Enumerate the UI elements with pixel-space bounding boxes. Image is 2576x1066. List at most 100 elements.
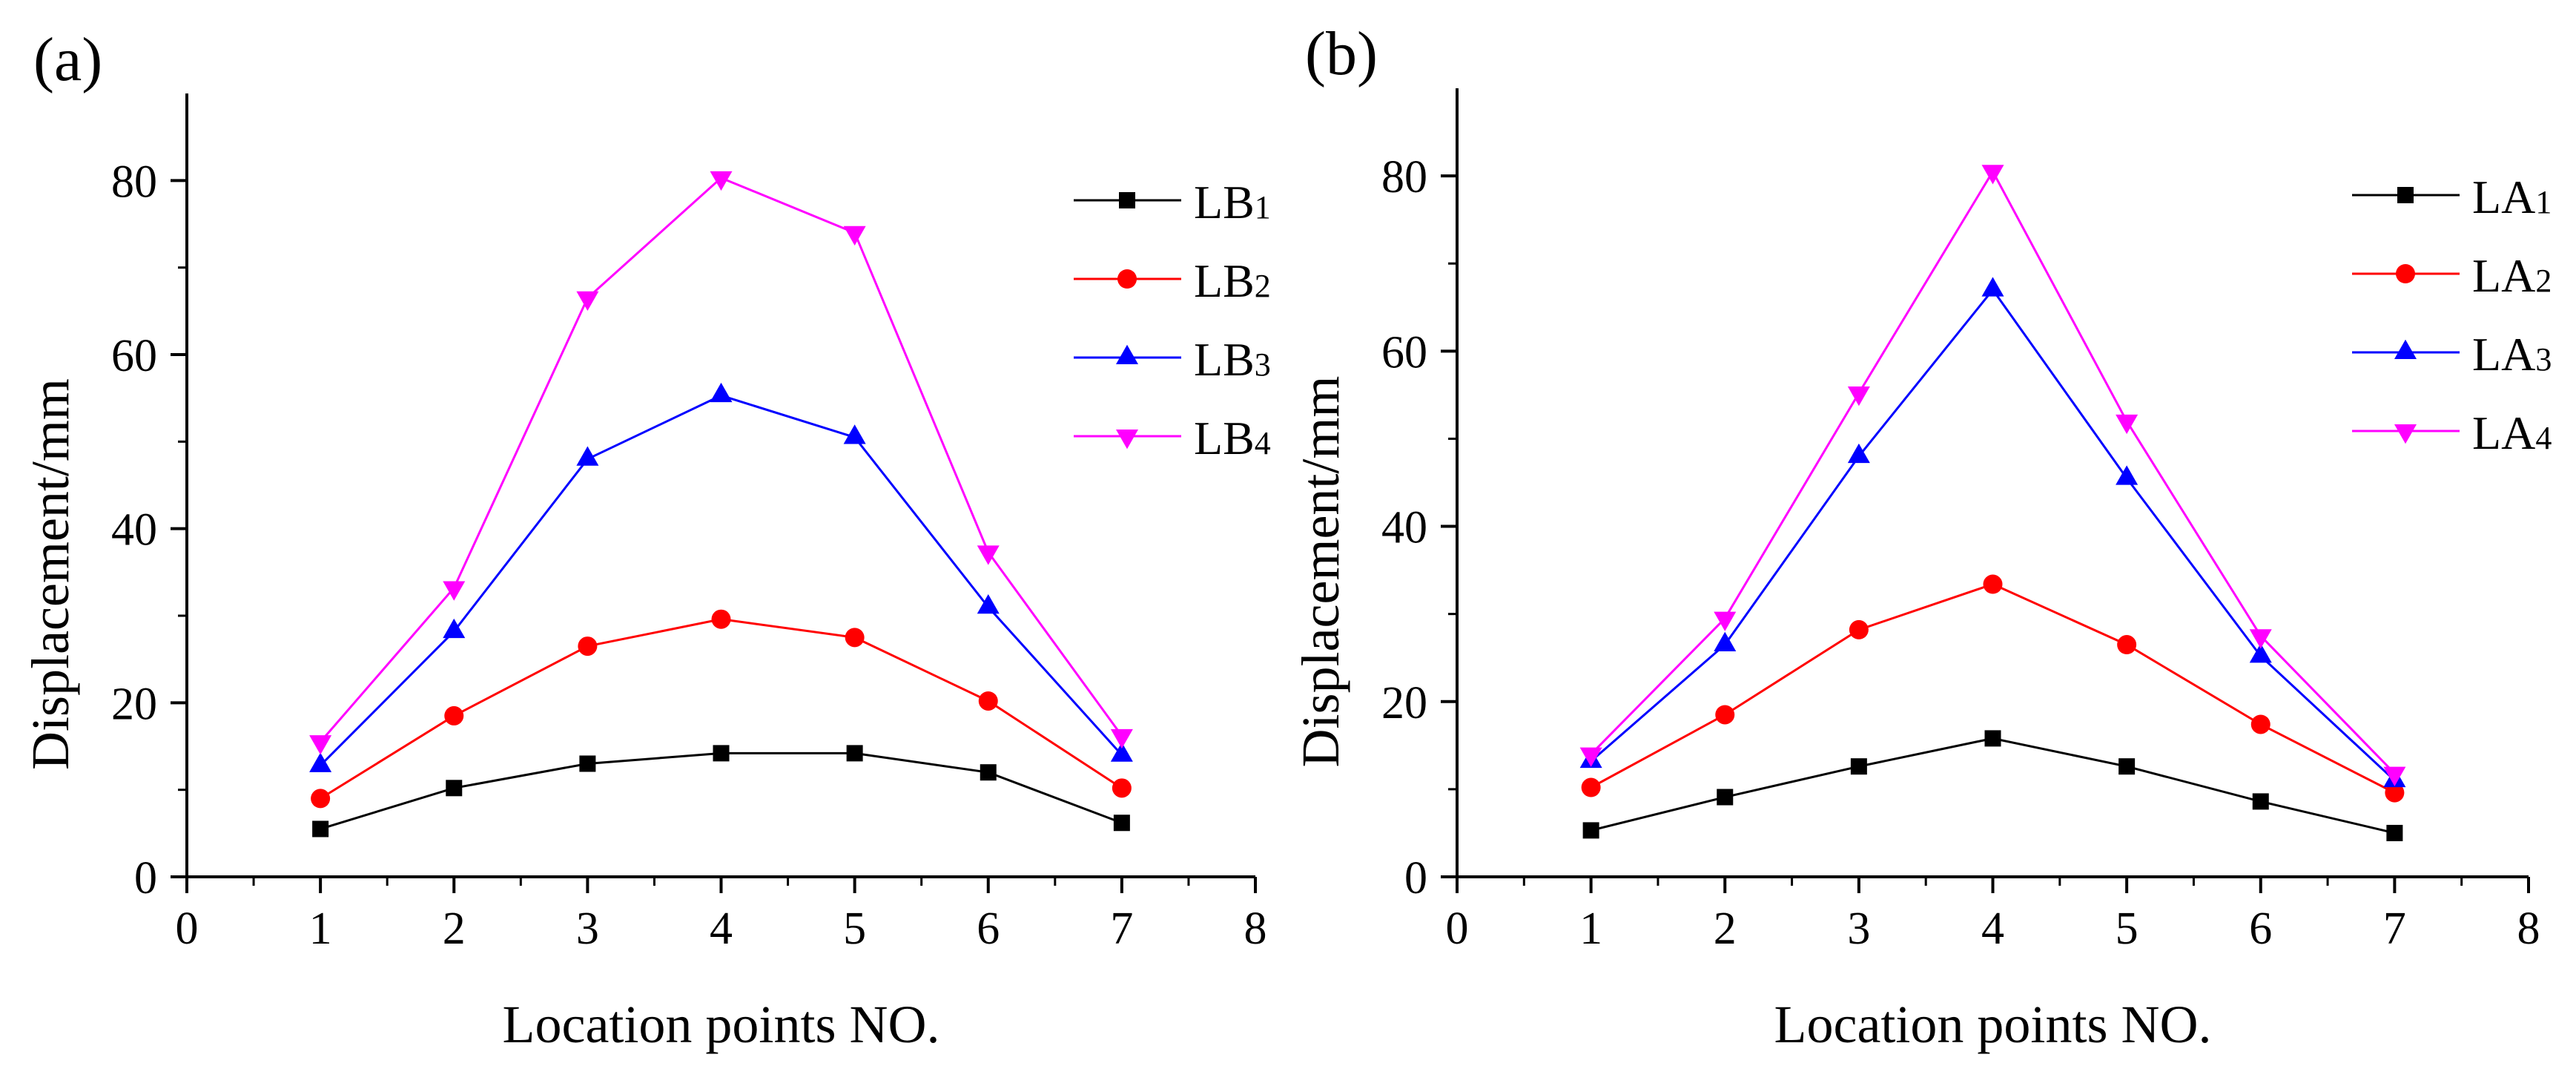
x-tick-label: 0 xyxy=(176,904,199,954)
series-line-LA1 xyxy=(1591,737,2395,835)
x-tick-label: 2 xyxy=(1714,904,1737,954)
y-tick-label: 20 xyxy=(111,679,157,729)
data-point-LA3 xyxy=(2116,465,2139,485)
legend-marker xyxy=(2396,264,2415,283)
x-tick-label: 3 xyxy=(576,904,599,954)
data-point-LB4 xyxy=(710,171,733,191)
data-point-LB4 xyxy=(309,735,332,755)
x-axis-title: Location points NO. xyxy=(503,995,940,1054)
legend-marker xyxy=(1116,344,1138,364)
data-point-LA3 xyxy=(1714,631,1737,652)
data-point-LB1 xyxy=(846,745,863,762)
data-point-LA4 xyxy=(1981,165,2004,185)
series-line-LA2 xyxy=(1590,582,2396,794)
x-tick-label: 8 xyxy=(2517,904,2540,954)
y-tick-label: 60 xyxy=(1381,327,1427,378)
data-point-LA1 xyxy=(1984,730,2001,747)
legend-marker xyxy=(2394,339,2417,359)
y-tick-label: 0 xyxy=(134,853,157,904)
legend-label-LB2: LB2 xyxy=(1194,254,1271,307)
data-point-LA4 xyxy=(1847,386,1870,407)
legend-label-LB3: LB3 xyxy=(1194,333,1271,386)
data-point-LB1 xyxy=(713,745,730,762)
data-point-LB1 xyxy=(1113,815,1130,832)
data-point-LB4 xyxy=(977,545,1000,565)
y-axis-title: Displacement/mm xyxy=(21,378,80,770)
data-point-LB4 xyxy=(843,226,866,246)
data-point-LA3 xyxy=(1847,443,1870,464)
data-point-LB2 xyxy=(711,609,731,629)
legend-label-LB1: LB1 xyxy=(1194,176,1271,228)
data-point-LA2 xyxy=(2250,714,2270,734)
data-point-LB3 xyxy=(576,446,599,466)
data-point-LA4 xyxy=(2116,414,2139,435)
panel-label: (a) xyxy=(33,25,102,94)
legend-label-LA1: LA1 xyxy=(2472,171,2552,223)
data-point-LA2 xyxy=(1581,777,1601,797)
data-point-LA1 xyxy=(2386,824,2403,841)
series-line-LB1 xyxy=(320,751,1123,830)
series-line-LA4 xyxy=(1590,169,2396,774)
data-point-LA2 xyxy=(2117,635,2137,655)
x-tick-label: 5 xyxy=(843,904,866,954)
legend-marker xyxy=(2397,187,2414,203)
legend-label-LB4: LB4 xyxy=(1194,412,1271,464)
x-tick-label: 7 xyxy=(2383,904,2406,954)
x-tick-label: 0 xyxy=(1446,904,1469,954)
y-tick-label: 80 xyxy=(1381,152,1427,203)
x-tick-label: 5 xyxy=(2116,904,2139,954)
data-point-LB4 xyxy=(576,291,599,311)
data-point-LA4 xyxy=(2249,629,2272,649)
data-point-LA1 xyxy=(2252,793,2269,810)
legend-marker xyxy=(2394,424,2417,444)
x-tick-label: 8 xyxy=(1244,904,1267,954)
data-point-LA2 xyxy=(1849,619,1869,639)
data-point-LA2 xyxy=(1983,574,2003,594)
data-point-LB2 xyxy=(845,628,865,648)
legend-label-LA2: LA2 xyxy=(2472,249,2552,302)
legend-label-LA3: LA3 xyxy=(2472,328,2552,381)
data-point-LB1 xyxy=(980,764,997,781)
data-point-LB2 xyxy=(978,691,998,711)
y-axis-title: Displacement/mm xyxy=(1291,376,1350,768)
x-tick-label: 6 xyxy=(977,904,1000,954)
data-point-LA4 xyxy=(1579,747,1602,767)
data-point-LB3 xyxy=(843,424,866,444)
x-tick-label: 4 xyxy=(710,904,733,954)
x-tick-label: 6 xyxy=(2249,904,2272,954)
y-tick-label: 0 xyxy=(1404,853,1427,904)
data-point-LA3 xyxy=(1981,277,2004,297)
legend-marker xyxy=(1117,269,1137,289)
series-line-LB4 xyxy=(319,177,1123,743)
x-tick-label: 2 xyxy=(443,904,466,954)
data-point-LA2 xyxy=(2385,783,2405,803)
data-point-LB1 xyxy=(579,755,596,772)
legend-label-LA4: LA4 xyxy=(2472,407,2552,459)
data-point-LB3 xyxy=(443,618,466,639)
x-tick-label: 1 xyxy=(1579,904,1602,954)
data-point-LA1 xyxy=(1850,758,1867,775)
data-point-LB2 xyxy=(578,636,598,657)
y-tick-label: 60 xyxy=(111,331,157,381)
data-point-LA1 xyxy=(1582,822,1599,839)
data-point-LB4 xyxy=(1110,728,1133,749)
x-tick-label: 7 xyxy=(1110,904,1133,954)
data-point-LA2 xyxy=(1715,705,1735,725)
x-tick-label: 4 xyxy=(1981,904,2004,954)
data-point-LA1 xyxy=(2118,758,2136,775)
y-tick-label: 80 xyxy=(111,157,157,207)
data-point-LB3 xyxy=(977,594,1000,614)
series-line-LA3 xyxy=(1590,288,2396,782)
x-tick-label: 1 xyxy=(309,904,332,954)
data-point-LA4 xyxy=(2383,766,2406,786)
y-tick-label: 40 xyxy=(1381,503,1427,553)
panel-label: (b) xyxy=(1305,19,1378,88)
y-tick-label: 20 xyxy=(1381,678,1427,728)
data-point-LB4 xyxy=(443,581,466,601)
data-point-LA3 xyxy=(2249,643,2272,663)
y-tick-label: 40 xyxy=(111,505,157,556)
data-point-LA1 xyxy=(1717,789,1734,806)
